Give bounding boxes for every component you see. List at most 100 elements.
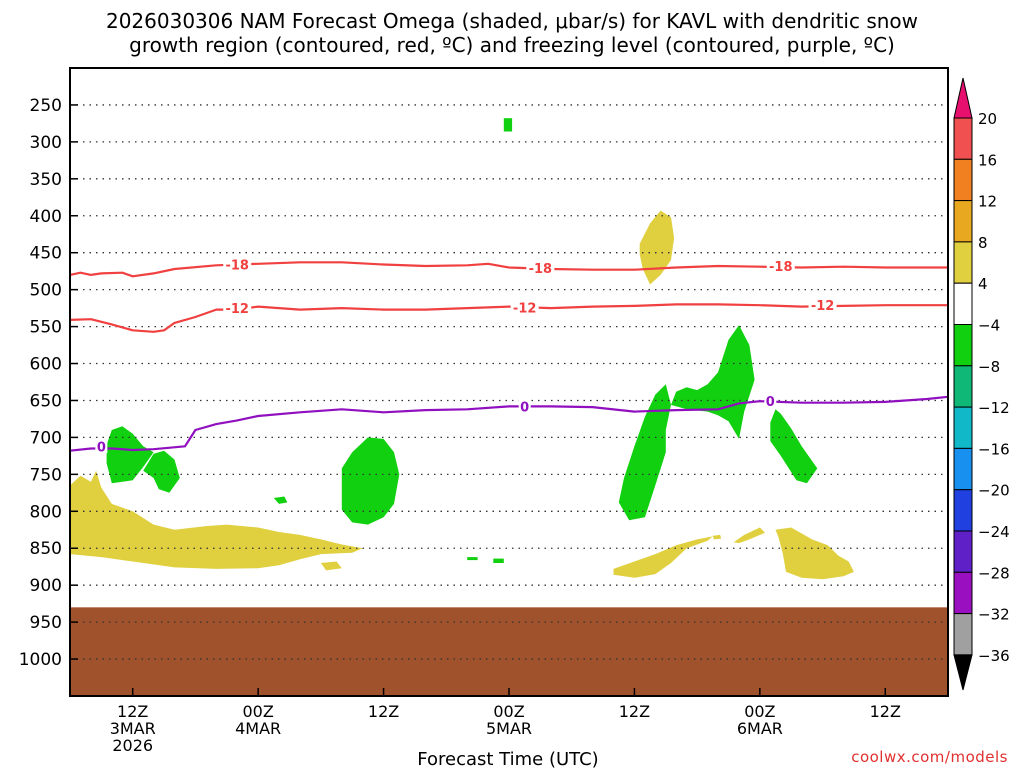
- y-tick-label-500: 500: [30, 281, 62, 301]
- chart-title-line-1: 2026030306 NAM Forecast Omega (shaded, μ…: [105, 9, 919, 33]
- contour-label-0: -18: [225, 259, 249, 274]
- colorbar-label-3: 8: [978, 234, 988, 252]
- omega-region-5: [618, 384, 671, 521]
- x-tick-label-0-0: 12Z: [117, 702, 148, 721]
- time-axis: Forecast Time (UTC) 12Z3MAR202600Z4MAR12…: [110, 688, 901, 768]
- omega-region-13: [712, 534, 722, 540]
- contour-label-bg-1: [526, 261, 555, 276]
- omega-region-2: [341, 437, 400, 525]
- y-tick-label-250: 250: [30, 96, 62, 116]
- contour-label-bg-8: [764, 394, 777, 409]
- colorbar-top-arrow: [953, 77, 973, 119]
- omega-region-12: [613, 536, 713, 578]
- y-tick-label-300: 300: [30, 133, 62, 153]
- omega-region-10: [70, 470, 363, 569]
- contour--12-line-1: [69, 303, 948, 333]
- colorbar-bin-8: [953, 406, 973, 449]
- colorbar-bin-13: [953, 613, 973, 656]
- omega-region-1: [143, 450, 180, 493]
- y-tick-label-400: 400: [30, 207, 62, 227]
- contour-label-bg-3: [223, 301, 252, 316]
- omega-region-3: [273, 496, 288, 504]
- y-tick-label-600: 600: [30, 355, 62, 375]
- below-ground-fill: [70, 607, 948, 696]
- contour-label-bg-0: [223, 257, 252, 272]
- contour-label-3: -12: [225, 302, 249, 317]
- contour-label-layer: -18 -18 -18 -12 -12 -12 0 0 0: [95, 257, 837, 455]
- y-tick-label-700: 700: [30, 428, 62, 448]
- colorbar-label-7: −12: [978, 399, 1010, 417]
- colorbar-label-6: −8: [978, 358, 1000, 376]
- omega-region-15: [775, 527, 854, 580]
- y-tick-label-900: 900: [30, 576, 62, 596]
- colorbar-bin-2: [953, 158, 973, 202]
- contour-label-bg-5: [808, 298, 837, 313]
- colorbar-bin-3: [953, 200, 973, 243]
- colorbar-bin-11: [953, 530, 973, 573]
- plot-frame: [69, 67, 949, 697]
- colorbar-label-13: −36: [978, 647, 1010, 665]
- x-tick-label-3-1: 5MAR: [486, 719, 532, 738]
- y-tick-label-350: 350: [30, 170, 62, 190]
- source-credit: coolwx.com/models: [851, 748, 1008, 766]
- x-axis-label: Forecast Time (UTC): [417, 749, 598, 768]
- colorbar-label-5: −4: [978, 317, 1000, 335]
- colorbar-label-10: −24: [978, 523, 1010, 541]
- colorbar-label-9: −20: [978, 482, 1010, 500]
- y-tick-label-750: 750: [30, 465, 62, 485]
- colorbar-label-4: 4: [978, 275, 988, 293]
- contour-label-bg-6: [95, 439, 108, 454]
- omega-region-11: [320, 561, 342, 571]
- omega-region-16: [639, 210, 675, 285]
- colorbar-bin-4: [953, 241, 973, 284]
- x-tick-label-2-0: 12Z: [368, 702, 399, 721]
- contour-label-5: -12: [811, 299, 835, 314]
- colorbar-bin-9: [953, 447, 973, 491]
- colorbar-bin-12: [953, 571, 973, 615]
- colorbar-bottom-arrow: [953, 654, 973, 691]
- contour-label-bg-2: [766, 259, 795, 274]
- contour-label-6: 0: [97, 440, 106, 455]
- chart-title-line-2: growth region (contoured, red, ºC) and f…: [129, 33, 895, 57]
- omega-region-7: [770, 409, 818, 484]
- y-tick-label-1000: 1000: [19, 650, 62, 670]
- x-tick-label-0-2: 2026: [112, 736, 153, 755]
- colorbar-bin-10: [953, 489, 973, 532]
- contour-label-8: 0: [766, 395, 775, 410]
- omega-region-8: [467, 557, 478, 561]
- x-tick-label-0-1: 3MAR: [110, 719, 156, 738]
- omega-region-0: [106, 426, 154, 484]
- x-tick-label-5-1: 6MAR: [737, 719, 783, 738]
- contour-layer: [69, 261, 949, 452]
- y-tick-label-850: 850: [30, 539, 62, 559]
- contour-label-2: -18: [769, 260, 793, 275]
- colorbar-label-8: −16: [978, 440, 1010, 458]
- contour-label-7: 0: [520, 400, 529, 415]
- x-tick-label-3-0: 00Z: [493, 702, 524, 721]
- colorbar-bin-5: [953, 282, 973, 326]
- y-tick-label-800: 800: [30, 502, 62, 522]
- contour-label-1: -18: [529, 262, 553, 277]
- colorbar-bin-1: [953, 117, 973, 160]
- x-tick-label-1-1: 4MAR: [235, 719, 281, 738]
- x-tick-label-5-0: 00Z: [744, 702, 775, 721]
- colorbar-label-2: 12: [978, 193, 997, 211]
- contour-label-bg-7: [518, 399, 531, 414]
- contour-label-4: -12: [513, 301, 537, 316]
- omega-region-4: [503, 118, 513, 132]
- contour-0-line-2: [69, 395, 949, 452]
- y-tick-label-650: 650: [30, 391, 62, 411]
- x-tick-label-1-0: 00Z: [242, 702, 273, 721]
- omega-shading-layer: [70, 118, 854, 580]
- x-tick-label-6-0: 12Z: [870, 702, 901, 721]
- y-tick-label-950: 950: [30, 613, 62, 633]
- colorbar-label-1: 16: [978, 151, 997, 169]
- contour-label-bg-4: [510, 300, 539, 315]
- colorbar-bin-6: [953, 324, 973, 367]
- contour--18-line-0: [69, 261, 948, 278]
- colorbar-label-12: −32: [978, 606, 1010, 624]
- omega-region-9: [493, 558, 504, 563]
- omega-colorbar: 20 16 12 8 4 −4 −8 −12 −16 −20 −24 −28 −32 −36: [953, 77, 1010, 691]
- colorbar-label-11: −28: [978, 564, 1010, 582]
